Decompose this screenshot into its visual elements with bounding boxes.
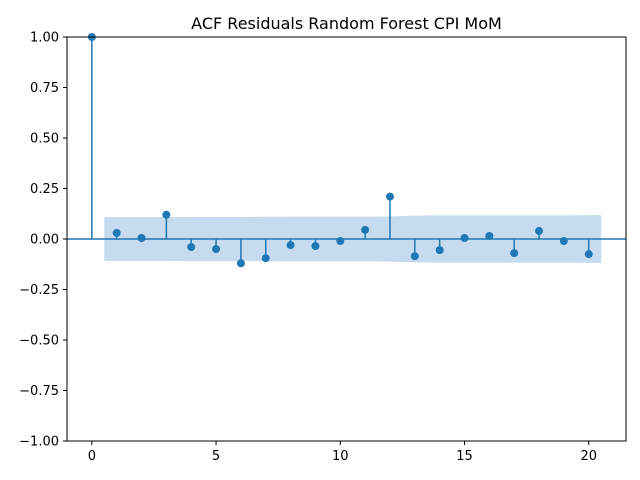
stem-marker-lag-5 [212, 245, 221, 254]
stem-marker-lag-19 [559, 237, 568, 246]
ticks-layer: 0 5 10 15 20 −1.00 −0.75 −0.50 −0.25 0.00 0.25 0.50… [19, 31, 597, 465]
y-tick-label: 0.50 [30, 132, 59, 147]
y-tick-label: 0.25 [30, 182, 59, 197]
stem-marker-lag-2 [137, 233, 146, 242]
stem-marker-lag-12 [385, 192, 394, 201]
stem-marker-lag-16 [485, 231, 494, 240]
stem-marker-lag-15 [460, 233, 469, 242]
stem-marker-lag-10 [336, 237, 345, 246]
stem-marker-lag-13 [410, 252, 419, 261]
stem-marker-lag-18 [535, 226, 544, 235]
x-tick-label: 5 [212, 449, 220, 464]
x-tick-label: 0 [88, 449, 96, 464]
stem-marker-lag-9 [311, 242, 320, 251]
y-tick-label: 0.00 [30, 233, 59, 248]
x-tick-label: 20 [580, 449, 597, 464]
y-tick-label: −0.50 [19, 334, 59, 349]
y-tick-label: −0.75 [19, 384, 59, 399]
stem-marker-lag-17 [510, 249, 519, 258]
stem-marker-lag-20 [584, 250, 593, 259]
x-tick-label: 10 [332, 449, 349, 464]
y-tick-label: −0.25 [19, 283, 59, 298]
stem-marker-lag-1 [112, 228, 121, 237]
y-tick-label: 1.00 [30, 31, 59, 46]
stem-marker-lag-7 [261, 254, 270, 263]
stem-marker-lag-6 [236, 259, 245, 268]
stems-layer [87, 33, 593, 268]
y-tick-label: −1.00 [19, 435, 59, 450]
stem-marker-lag-4 [187, 243, 196, 252]
stem-marker-lag-14 [435, 246, 444, 255]
chart-title: ACF Residuals Random Forest CPI MoM [191, 14, 502, 33]
stem-marker-lag-8 [286, 241, 295, 250]
y-tick-label: 0.75 [30, 81, 59, 96]
stem-marker-lag-3 [162, 210, 171, 219]
stem-marker-lag-11 [361, 225, 370, 234]
x-tick-label: 15 [456, 449, 473, 464]
